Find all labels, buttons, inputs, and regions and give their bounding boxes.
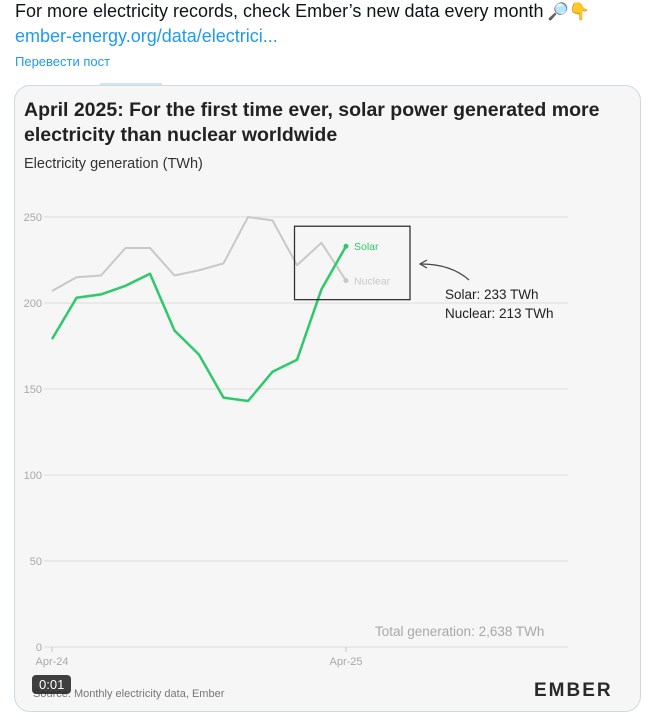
y-tick-label: 200 [24, 298, 42, 310]
solar-line [50, 245, 348, 403]
chart-ylabel: Electricity generation (TWh) [24, 156, 203, 172]
y-tick-label: 250 [24, 212, 42, 224]
tweet-text: For more electricity records, check Embe… [15, 0, 590, 23]
y-tick-label: 150 [24, 384, 42, 396]
nuclear-endpoint [343, 278, 349, 284]
video-timestamp[interactable]: 0:01 [32, 675, 72, 694]
solar-series-label: Solar [354, 241, 379, 253]
y-tick-label: 50 [30, 556, 42, 568]
annotation-arrow [420, 263, 470, 281]
arrow-head-icon [418, 259, 428, 269]
card-accent-line [100, 83, 162, 85]
annotation-nuclear: Nuclear: 213 TWh [445, 306, 554, 321]
tweet-link[interactable]: ember-energy.org/data/electrici... [15, 26, 278, 46]
nuclear-line [51, 216, 347, 292]
magnifier-pointing-down-icon: 🔎👇 [547, 2, 590, 21]
media-card[interactable]: April 2025: For the first time ever, sol… [14, 85, 641, 712]
highlight-box [293, 225, 411, 301]
annotation-solar: Solar: 233 TWh [445, 287, 539, 302]
solar-endpoint [343, 243, 349, 249]
x-tick-label: Apr-25 [329, 656, 362, 668]
chart-title: April 2025: For the first time ever, sol… [24, 99, 600, 146]
y-tick-label: 0 [36, 642, 42, 654]
total-generation: Total generation: 2,638 TWh [375, 624, 545, 639]
nuclear-series-label: Nuclear [354, 276, 391, 288]
x-tick-label: Apr-24 [35, 656, 68, 668]
chart-source: Source: Monthly electricity data, Ember [33, 688, 225, 700]
tweet-body: For more electricity records, check Embe… [15, 1, 544, 21]
translate-post-button[interactable]: Перевести пост [15, 54, 111, 69]
ember-logo: EMBER [534, 680, 613, 701]
y-tick-label: 100 [24, 470, 42, 482]
line-chart: 0 50 100 150 200 250 Apr-24 Apr-25 Nuclear Solar [24, 212, 568, 668]
